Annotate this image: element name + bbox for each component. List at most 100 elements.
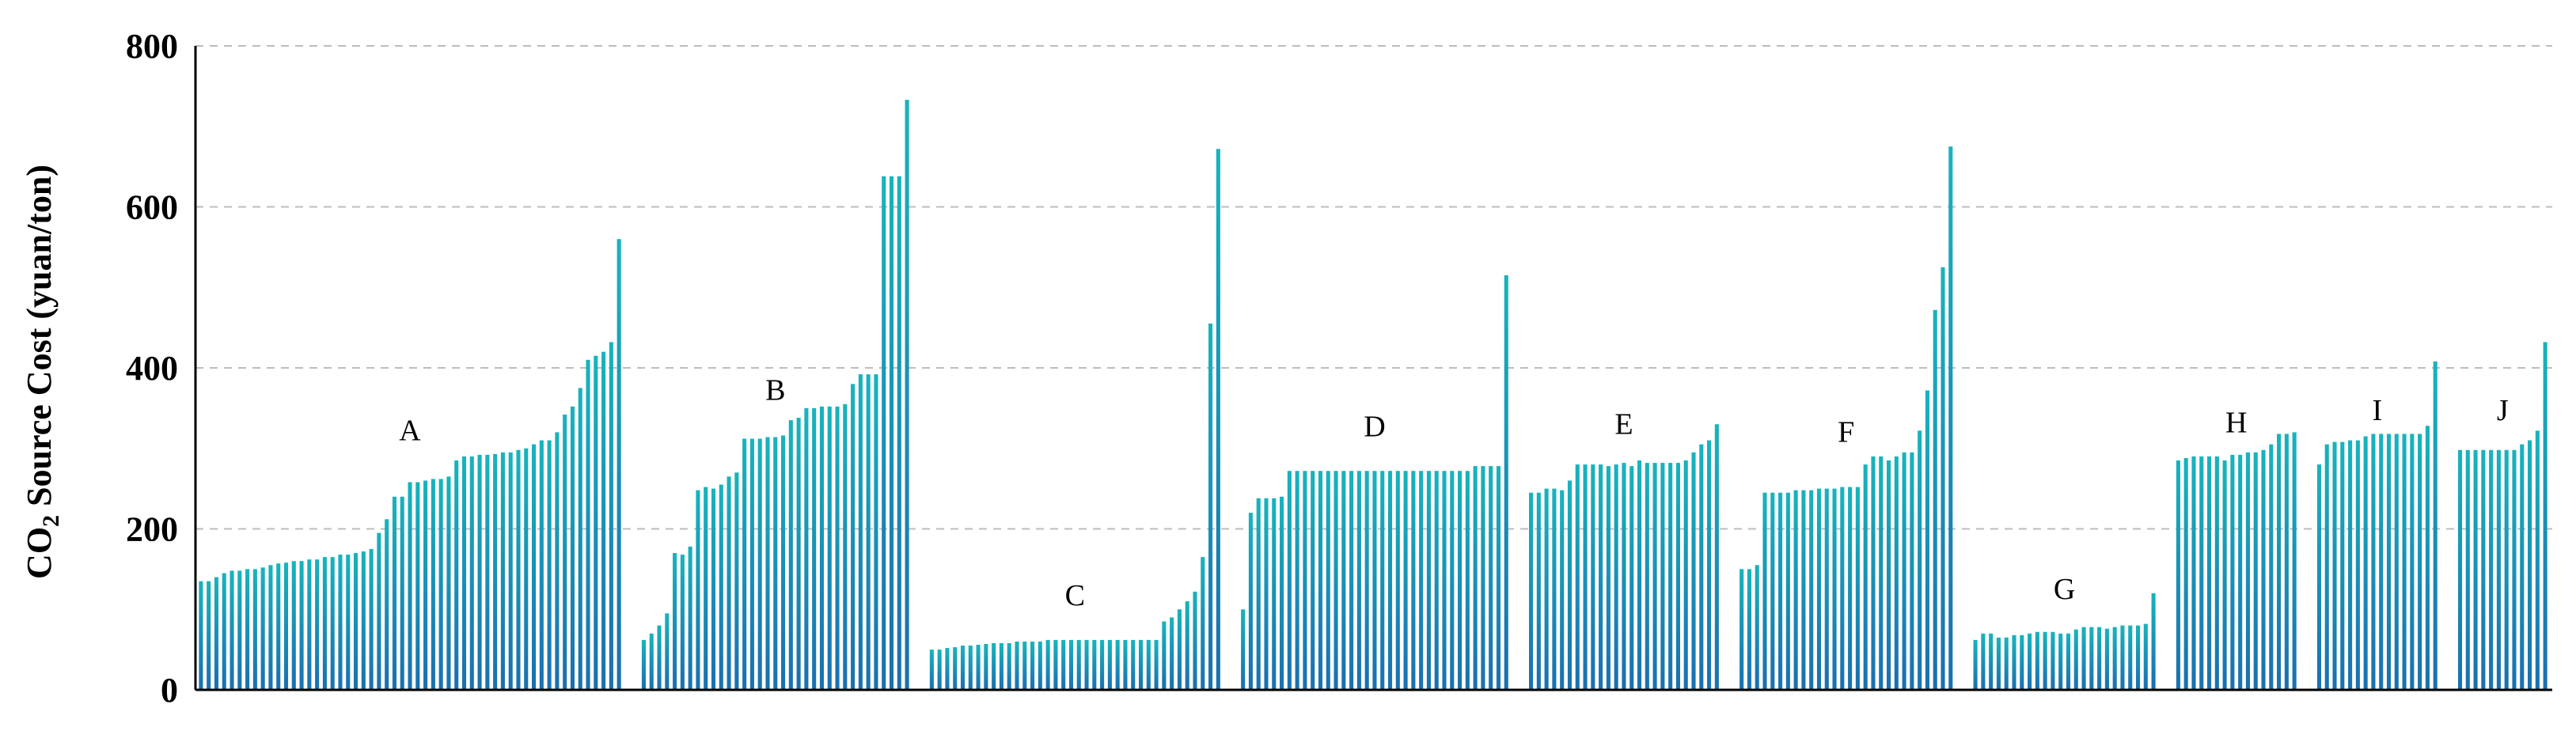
bar-e	[1614, 464, 1618, 690]
group-label-d: D	[1364, 410, 1385, 443]
bar-g	[1989, 633, 1994, 690]
bar-e	[1707, 440, 1712, 690]
bar-a	[299, 561, 304, 690]
bar-e	[1622, 463, 1626, 690]
group-label-j: J	[2497, 394, 2509, 427]
bar-d	[1465, 471, 1470, 690]
bar-c	[1068, 639, 1074, 690]
bar-d	[1326, 471, 1330, 690]
bar-e	[1645, 463, 1649, 690]
bar-i	[2410, 434, 2415, 690]
bar-b	[696, 490, 700, 690]
bar-i	[2425, 426, 2430, 690]
bar-b	[765, 437, 770, 690]
bar-c	[1177, 609, 1182, 690]
bar-g	[2135, 625, 2141, 690]
axes	[194, 46, 2552, 691]
bar-j	[2527, 440, 2532, 690]
bar-b	[905, 100, 909, 691]
bar-e	[1560, 490, 1565, 690]
bar-d	[1334, 471, 1338, 690]
bar-g	[2112, 627, 2117, 690]
bar-j	[2520, 444, 2525, 690]
bar-j	[2457, 449, 2463, 690]
bar-i	[2394, 434, 2399, 690]
bar-b	[757, 438, 762, 690]
y-tick-label: 400	[126, 349, 178, 388]
bar-a	[214, 577, 219, 690]
bar-b	[796, 418, 801, 690]
bar-a	[446, 476, 451, 690]
bar-c	[1107, 639, 1112, 690]
bar-c	[1084, 639, 1089, 690]
bar-f	[1933, 309, 1937, 690]
bar-c	[1045, 639, 1050, 690]
bar-c	[960, 646, 966, 690]
bar-d	[1426, 471, 1431, 690]
bar-g	[2097, 627, 2102, 690]
bar-h	[2238, 454, 2243, 690]
y-tick-label: 800	[126, 27, 178, 66]
bar-d	[1473, 466, 1478, 690]
bar-b	[719, 484, 723, 690]
bar-a	[400, 496, 404, 690]
bar-b	[882, 176, 886, 690]
bar-d	[1364, 471, 1369, 690]
bar-f	[1941, 267, 1945, 690]
bar-a	[547, 440, 552, 690]
bar-a	[438, 479, 443, 690]
bar-i	[2355, 440, 2360, 690]
bar-i	[2340, 441, 2345, 690]
bar-c	[1131, 639, 1136, 690]
bar-a	[616, 239, 621, 690]
bar-f	[1824, 488, 1829, 690]
bar-c	[1015, 641, 1019, 690]
bar-b	[673, 553, 677, 690]
bar-b	[819, 406, 825, 690]
bar-a	[361, 551, 366, 690]
bar-h	[2222, 460, 2227, 690]
bar-d	[1395, 471, 1400, 690]
bar-g	[2012, 634, 2016, 690]
bar-g	[1973, 639, 1978, 690]
bar-f	[1747, 569, 1751, 690]
group-label-i: I	[2372, 394, 2382, 427]
bar-d	[1372, 471, 1377, 690]
bar-f	[1739, 569, 1744, 690]
bar-d	[1419, 471, 1424, 690]
bar-a	[354, 553, 359, 690]
bar-c	[1115, 639, 1120, 690]
y-tick-label: 0	[161, 671, 178, 710]
bar-h	[2253, 452, 2258, 690]
bar-b	[749, 438, 754, 690]
bar-f	[1855, 487, 1860, 690]
bar-f	[1894, 456, 1899, 690]
bar-d	[1280, 496, 1284, 690]
bar-b	[688, 546, 692, 690]
bar-a	[485, 454, 490, 690]
bar-a	[245, 569, 250, 690]
bar-b	[657, 625, 662, 690]
bar-a	[268, 565, 273, 690]
bar-d	[1458, 471, 1463, 690]
bar-j	[2481, 449, 2486, 690]
bar-f	[1816, 488, 1822, 690]
bar-h	[2277, 434, 2282, 690]
bar-a	[555, 432, 560, 690]
bar-i	[2316, 464, 2321, 690]
bar-b	[788, 420, 793, 690]
group-label-f: F	[1838, 416, 1854, 449]
bar-c	[1146, 639, 1151, 690]
bar-b	[812, 407, 817, 690]
bar-a	[199, 581, 203, 690]
group-label-b: B	[765, 374, 785, 407]
bar-h	[2245, 452, 2250, 690]
bar-h	[2292, 432, 2297, 690]
bar-a	[330, 557, 335, 690]
bar-a	[563, 415, 567, 690]
bar-g	[2104, 628, 2109, 690]
bar-a	[237, 570, 242, 690]
bar-j	[2512, 449, 2517, 690]
